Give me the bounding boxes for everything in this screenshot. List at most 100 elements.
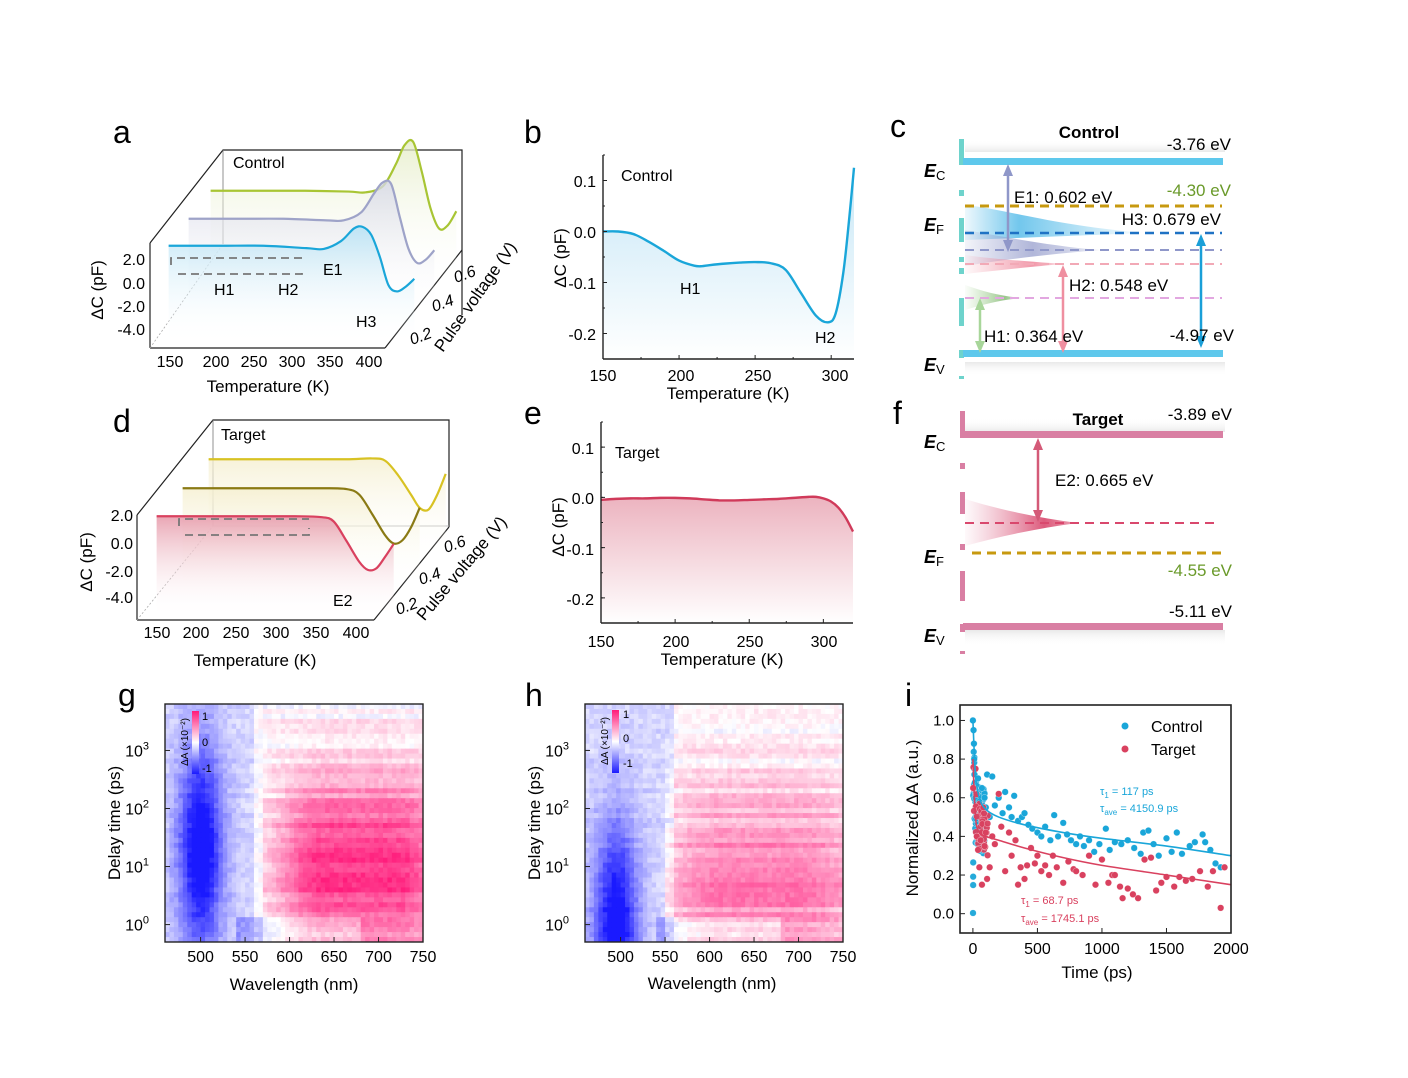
heatmap-cell <box>418 912 423 918</box>
heatmap-cell <box>369 823 375 829</box>
heatmap-cell <box>374 813 380 819</box>
heatmap-cell <box>598 728 604 735</box>
heatmap-cell <box>240 798 246 804</box>
heatmap-cell <box>678 862 684 869</box>
heatmap-cell <box>589 827 595 834</box>
heatmap-cell <box>262 808 268 814</box>
heatmap-cell <box>405 818 411 824</box>
heatmap-cell <box>369 937 375 942</box>
heatmap-cell <box>280 793 286 799</box>
heatmap-cell <box>231 937 237 942</box>
heatmap-cell <box>378 927 384 933</box>
heatmap-cell <box>696 723 702 730</box>
heatmap-cell <box>400 917 406 923</box>
heatmap-cell <box>245 723 251 730</box>
heatmap-cell <box>767 733 773 740</box>
heatmap-cell <box>602 837 608 844</box>
heatmap-cell <box>740 837 746 844</box>
heatmap-cell <box>749 823 755 829</box>
heatmap-cell <box>771 743 777 750</box>
heatmap-cell <box>807 857 813 864</box>
heatmap-cell <box>593 798 599 804</box>
heatmap-cell <box>585 733 591 740</box>
heatmap-cell <box>316 733 322 740</box>
heatmap-cell <box>178 902 184 908</box>
heatmap-cell <box>767 763 773 770</box>
heatmap-cell <box>276 927 282 933</box>
heatmap-cell <box>767 743 773 750</box>
heatmap-cell <box>347 758 353 765</box>
heatmap-cell <box>209 877 215 884</box>
heatmap-cell <box>678 758 684 765</box>
heatmap-cell <box>187 783 193 789</box>
heatmap-cell <box>656 768 662 775</box>
heatmap-cell <box>647 773 653 779</box>
heatmap-cell <box>253 927 260 933</box>
heatmap-cell <box>602 778 608 784</box>
heatmap-cell <box>227 862 233 869</box>
heatmap-cell <box>294 937 300 942</box>
heatmap-cell <box>196 907 202 913</box>
heatmap-cell <box>191 872 197 879</box>
heatmap-cell <box>236 902 242 908</box>
heatmap-cell <box>191 867 197 874</box>
heatmap-cell <box>200 832 206 839</box>
heatmap-cell <box>222 783 228 789</box>
heatmap-cell <box>633 867 639 874</box>
heatmap-cell <box>607 758 613 765</box>
heatmap-cell <box>205 892 211 898</box>
heatmap-cell <box>222 758 228 765</box>
heatmap-cell <box>347 892 353 898</box>
heatmap-cell <box>396 882 402 889</box>
heatmap-cell <box>776 813 782 819</box>
heatmap-cell <box>722 827 728 834</box>
heatmap-cell <box>311 713 317 720</box>
heatmap-cell <box>834 704 840 710</box>
heatmap-cell <box>351 927 357 933</box>
heatmap-cell <box>347 713 353 720</box>
heatmap-cell <box>611 778 617 784</box>
heatmap-cell <box>289 932 295 938</box>
heatmap-cell <box>669 778 675 784</box>
heatmap-cell <box>338 813 344 819</box>
heatmap-cell <box>678 788 684 794</box>
heatmap-cell <box>794 837 800 844</box>
heatmap-cell <box>169 857 175 864</box>
heatmap-cell <box>754 803 760 809</box>
heatmap-cell <box>267 857 273 864</box>
heatmap-cell <box>638 713 644 720</box>
heatmap-cell <box>838 743 843 750</box>
heatmap-cell <box>820 862 826 869</box>
heatmap-cell <box>736 803 742 809</box>
heatmap-cell <box>418 922 423 928</box>
heatmap-cell <box>414 887 420 894</box>
heatmap-cell <box>178 823 184 829</box>
heatmap-cell <box>391 813 397 819</box>
heatmap-cell <box>762 778 768 784</box>
heatmap-cell <box>347 897 353 903</box>
heatmap-cell <box>298 798 304 804</box>
heatmap-cell <box>727 773 733 779</box>
heatmap-cell <box>802 713 809 720</box>
heatmap-cell <box>329 852 335 859</box>
heatmap-cell <box>687 753 693 760</box>
heatmap-cell <box>205 922 211 928</box>
heatmap-cell <box>696 718 702 725</box>
heatmap-cell <box>262 768 268 775</box>
heatmap-cell <box>329 708 335 715</box>
heatmap-cell <box>347 882 353 889</box>
heatmap-cell <box>629 768 635 775</box>
heatmap-cell <box>593 773 599 779</box>
heatmap-cell <box>705 793 711 799</box>
heatmap-cell <box>665 862 671 869</box>
heatmap-cell <box>829 758 835 765</box>
heatmap-cell <box>771 867 777 874</box>
heatmap-cell <box>745 837 751 844</box>
heatmap-cell <box>169 793 175 799</box>
heatmap-cell <box>302 763 308 770</box>
heatmap-cell <box>165 704 171 710</box>
heatmap-cell <box>222 827 228 834</box>
heatmap-cell <box>338 857 344 864</box>
heatmap-cell <box>589 783 595 789</box>
heatmap-cell <box>678 748 684 755</box>
